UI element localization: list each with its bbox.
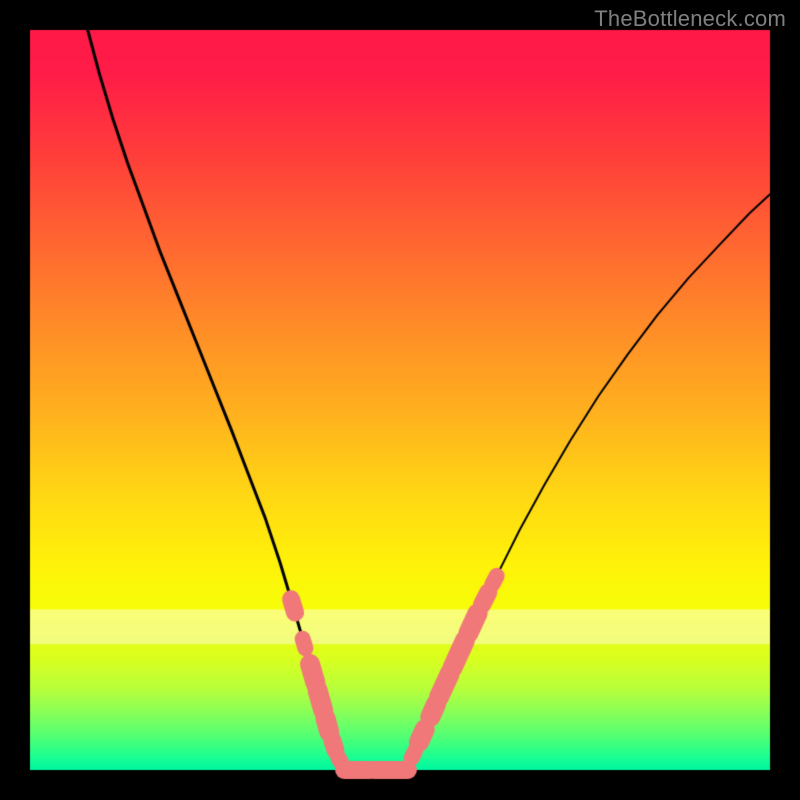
bottleneck-curve-chart [0, 0, 800, 800]
watermark-text: TheBottleneck.com [594, 6, 786, 32]
